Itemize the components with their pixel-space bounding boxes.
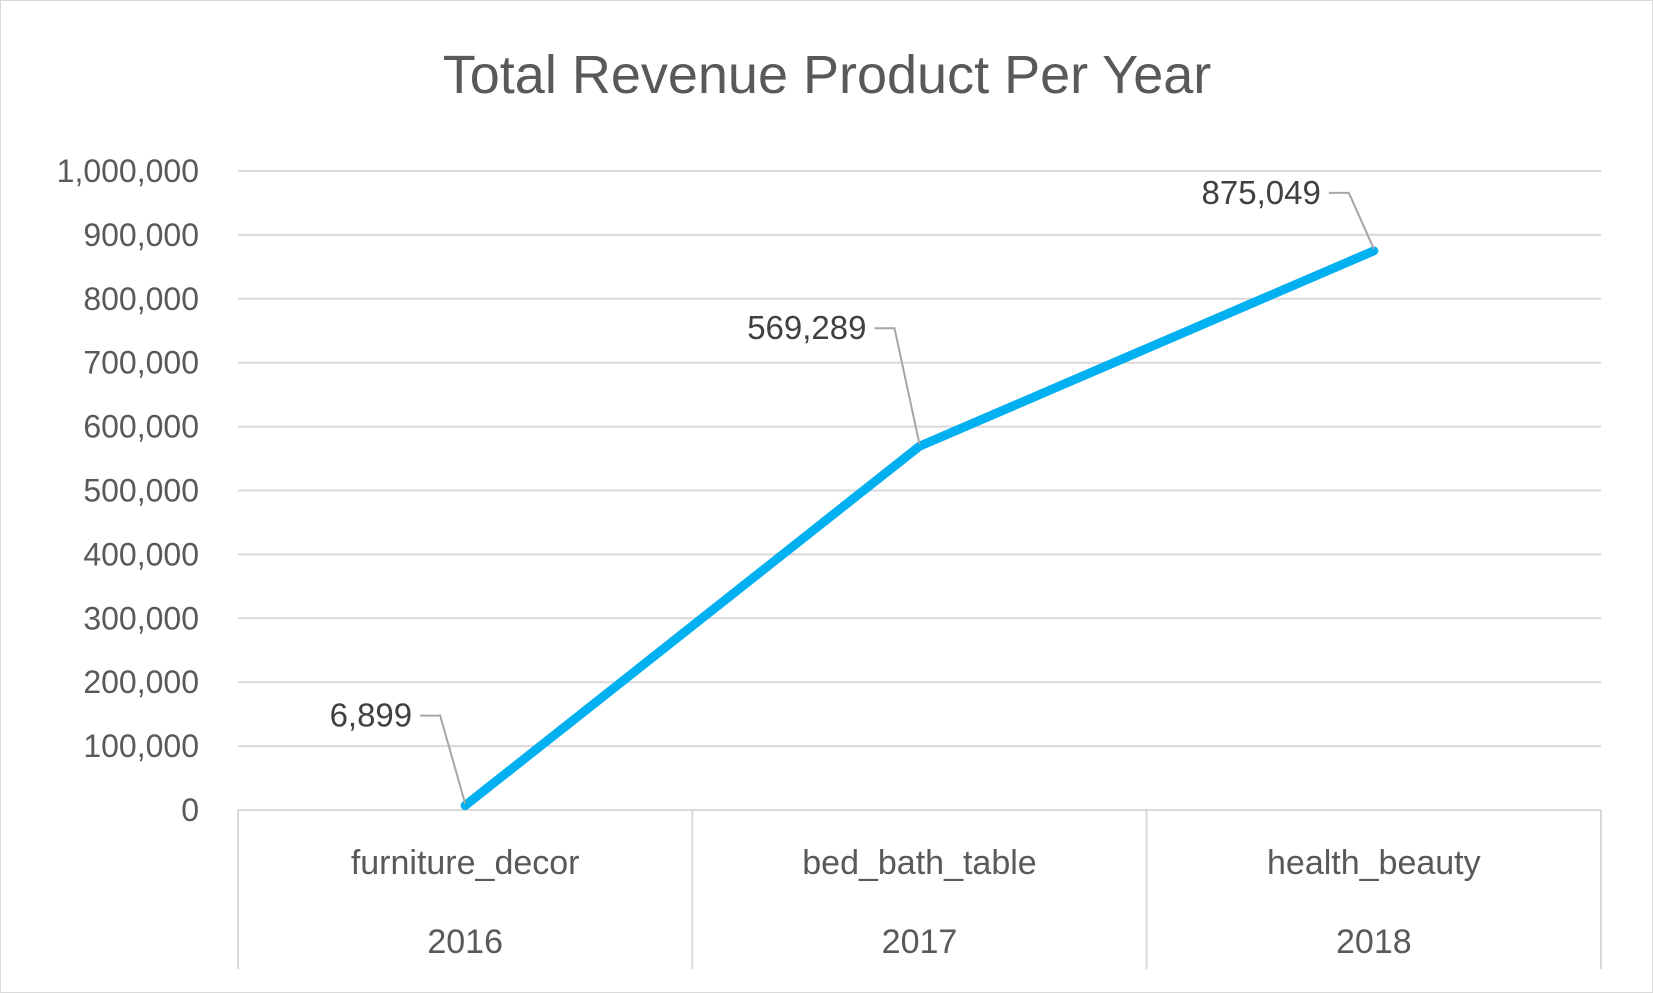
y-tick-label: 300,000 xyxy=(83,600,199,636)
x-group-label: 2018 xyxy=(1336,923,1412,961)
data-point xyxy=(461,801,470,810)
series-line xyxy=(460,246,1379,811)
y-tick-label: 1,000,000 xyxy=(57,153,199,189)
gridlines xyxy=(238,170,1601,748)
x-axis: furniture_decor 2016 bed_bath_table 2017 hea… xyxy=(237,809,1602,969)
data-labels: 6,899 569,289 875,049 xyxy=(330,174,1375,804)
y-tick-label: 800,000 xyxy=(83,281,199,317)
data-label: 875,049 xyxy=(1202,174,1321,211)
data-label-leader xyxy=(420,714,467,804)
x-group-label: 2016 xyxy=(427,923,503,961)
data-label: 569,289 xyxy=(747,309,866,346)
data-point xyxy=(1369,246,1378,255)
data-point xyxy=(915,442,924,451)
chart-title: Total Revenue Product Per Year xyxy=(443,45,1212,105)
y-tick-label: 600,000 xyxy=(83,409,199,445)
x-tick-label: furniture_decor xyxy=(351,844,580,882)
y-axis-ticks: 0 100,000 200,000 300,000 400,000 500,000 600,… xyxy=(57,153,199,828)
y-tick-label: 0 xyxy=(181,792,199,828)
x-tick-label: health_beauty xyxy=(1267,844,1481,882)
y-tick-label: 200,000 xyxy=(83,664,199,700)
data-label: 6,899 xyxy=(330,697,413,734)
data-label-leader xyxy=(874,327,921,445)
y-tick-label: 900,000 xyxy=(83,217,199,253)
x-tick-label: bed_bath_table xyxy=(802,844,1036,882)
y-tick-label: 400,000 xyxy=(83,536,199,572)
x-group-label: 2017 xyxy=(882,923,958,961)
y-tick-label: 500,000 xyxy=(83,473,199,509)
series-layer xyxy=(460,246,1379,811)
y-tick-label: 100,000 xyxy=(83,728,199,764)
data-label-leader xyxy=(1328,191,1375,250)
y-tick-label: 700,000 xyxy=(83,345,199,381)
